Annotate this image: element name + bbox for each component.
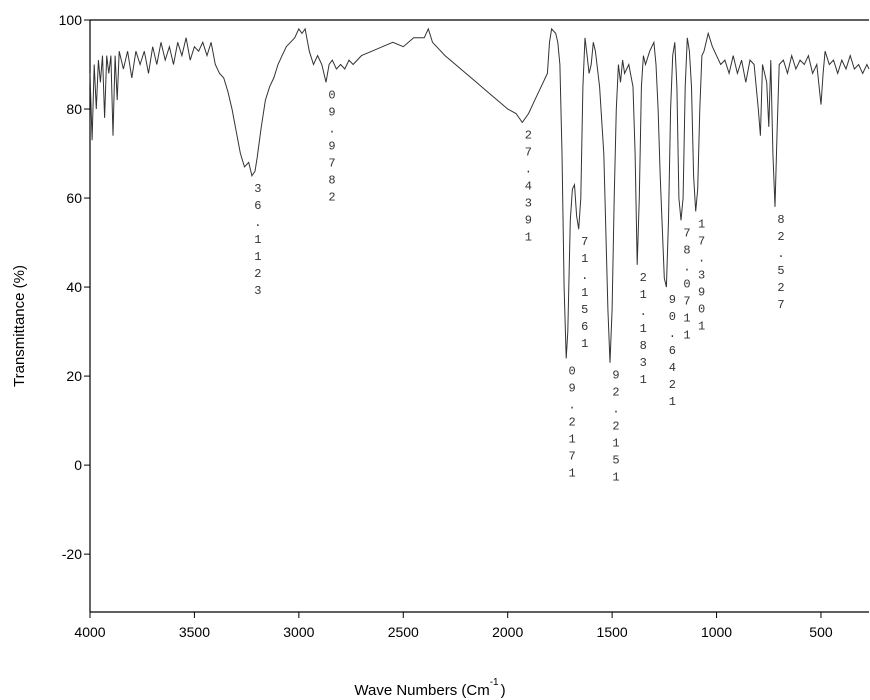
x-tick-label: 1500 — [597, 624, 628, 640]
y-axis-title: Transmittance (%) — [11, 265, 28, 387]
x-tick-label: 3500 — [179, 624, 210, 640]
x-tick-label: 4000 — [74, 624, 105, 640]
x-axis-title-text: Wave Numbers (Cm — [354, 682, 489, 699]
x-tick-label: 1000 — [701, 624, 732, 640]
y-tick-label: 0 — [74, 457, 82, 473]
peak-label: 36.1123 — [251, 182, 265, 301]
y-tick-label: 60 — [66, 190, 82, 206]
peak-label: 92.2151 — [609, 369, 623, 488]
peak-label: 09.9782 — [325, 88, 339, 207]
y-tick-label: 100 — [59, 12, 83, 28]
y-tick-label: 40 — [66, 279, 82, 295]
peak-label: 17.3901 — [695, 217, 709, 336]
peak-label: 09.2171 — [565, 364, 579, 483]
x-axis-title-end: ) — [501, 682, 506, 699]
x-axis-title-sup: -1 — [490, 677, 499, 688]
x-tick-label: 500 — [809, 624, 833, 640]
y-tick-label: -20 — [62, 546, 82, 562]
peak-label: 90.6421 — [665, 293, 679, 412]
peak-label: 71.1561 — [578, 235, 592, 354]
y-tick-label: 80 — [66, 101, 82, 117]
peak-label: 78.0711 — [680, 226, 694, 345]
peak-label: 82.527 — [774, 213, 788, 315]
peak-label: 21.1831 — [636, 271, 650, 390]
peak-label: 27.4391 — [521, 128, 535, 247]
spectrum-line — [89, 27, 870, 363]
x-axis-title: Wave Numbers (Cm-1) — [354, 677, 505, 699]
x-tick-label: 3000 — [283, 624, 314, 640]
x-tick-label: 2000 — [492, 624, 523, 640]
x-tick-label: 2500 — [388, 624, 419, 640]
y-tick-label: 20 — [66, 368, 82, 384]
